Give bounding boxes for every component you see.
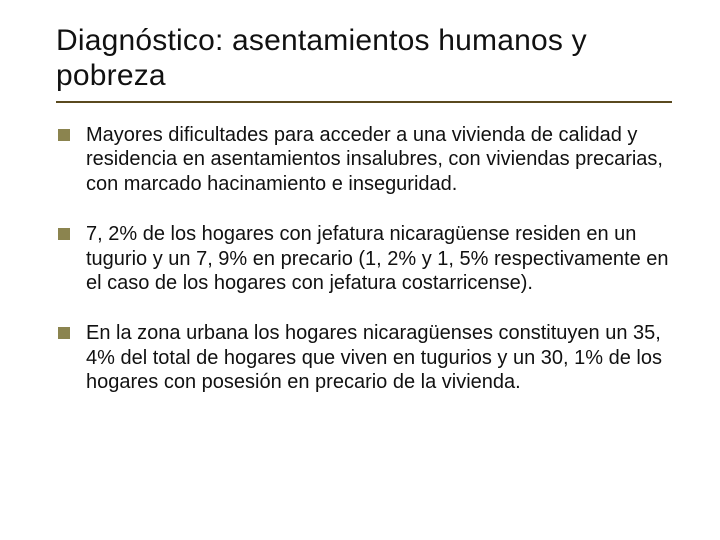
square-bullet-icon — [58, 327, 70, 339]
bullet-text: Mayores dificultades para acceder a una … — [86, 124, 663, 195]
bullet-text: 7, 2% de los hogares con jefatura nicara… — [86, 223, 669, 294]
slide-title: Diagnóstico: asentamientos humanos y pob… — [56, 24, 672, 103]
list-item: En la zona urbana los hogares nicaragüen… — [56, 321, 672, 394]
bullet-list: Mayores dificultades para acceder a una … — [56, 123, 672, 395]
square-bullet-icon — [58, 228, 70, 240]
slide: Diagnóstico: asentamientos humanos y pob… — [0, 0, 720, 540]
list-item: Mayores dificultades para acceder a una … — [56, 123, 672, 196]
list-item: 7, 2% de los hogares con jefatura nicara… — [56, 222, 672, 295]
bullet-text: En la zona urbana los hogares nicaragüen… — [86, 322, 662, 393]
square-bullet-icon — [58, 129, 70, 141]
